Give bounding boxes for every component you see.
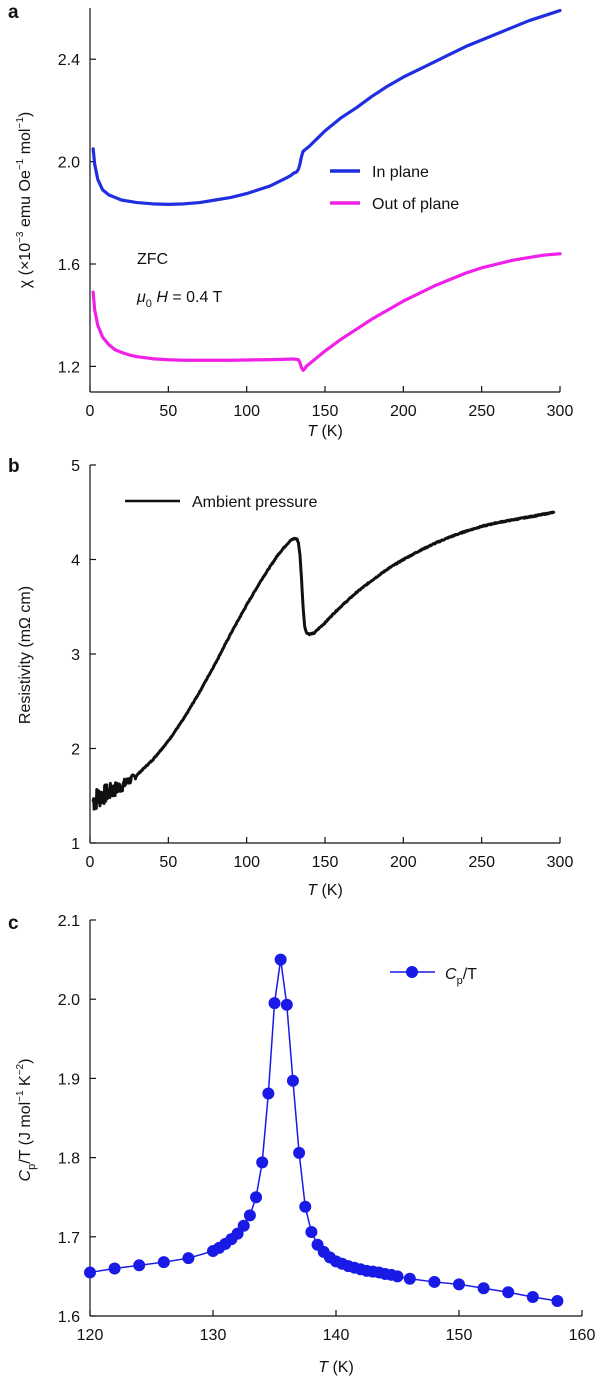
data-point [256, 1156, 269, 1169]
panel-a-zfc-annotation: ZFC [137, 251, 168, 268]
x-tick-label: 250 [468, 854, 495, 871]
data-point [280, 998, 293, 1011]
x-tick-label: 0 [86, 854, 95, 871]
x-tick-label: 150 [446, 1327, 473, 1344]
x-tick-label: 300 [547, 854, 574, 871]
y-tick-label: 2.4 [58, 52, 80, 69]
data-point [237, 1219, 250, 1232]
panel-a: a 0 50 100 150 200 250 300 1.2 1.6 2.0 2.4 T (K) χ… [8, 2, 573, 440]
x-tick-label: 0 [86, 403, 95, 420]
legend-swatch-cp-marker [406, 966, 418, 978]
x-tick-label: 140 [323, 1327, 350, 1344]
series-line-in-plane [91, 8, 562, 206]
data-point [157, 1256, 170, 1269]
data-point [477, 1282, 490, 1295]
data-point [108, 1262, 121, 1275]
legend-label-in-plane: In plane [372, 164, 429, 181]
legend-label-ambient-pressure: Ambient pressure [192, 494, 317, 511]
panel-b-ticks: 0 50 100 150 200 250 300 1 2 3 4 5 [71, 458, 573, 871]
y-tick-label: 1.6 [58, 257, 80, 274]
data-point [293, 1146, 306, 1159]
legend-label-cp: Cp/T [445, 966, 477, 987]
data-point [551, 1294, 564, 1307]
y-tick-label: 3 [71, 647, 80, 664]
panel-c-x-axis-label: T (K) [318, 1359, 354, 1376]
x-tick-label: 130 [200, 1327, 227, 1344]
x-tick-label: 200 [390, 854, 417, 871]
x-tick-label: 50 [159, 854, 177, 871]
panel-b-letter: b [8, 456, 20, 477]
data-point [262, 1087, 275, 1100]
y-tick-label: 4 [71, 553, 80, 570]
x-tick-label: 200 [390, 403, 417, 420]
x-tick-label: 250 [468, 403, 495, 420]
x-tick-label: 150 [312, 403, 339, 420]
series-line-out-of-plane [91, 252, 562, 372]
data-point [250, 1191, 263, 1204]
y-tick-label: 2.0 [58, 155, 80, 172]
panel-c-ticks: 120 130 140 150 160 1.6 1.7 1.8 1.9 2.0 2.1 [58, 913, 596, 1344]
panel-b: b 0 50 100 150 200 250 300 1 2 3 4 5 T (K) Resistiv… [8, 456, 573, 899]
x-tick-label: 50 [159, 403, 177, 420]
x-tick-label: 150 [312, 854, 339, 871]
panel-a-ticks: 0 50 100 150 200 250 300 1.2 1.6 2.0 2.4 [58, 52, 574, 420]
panel-a-series [91, 8, 562, 372]
panel-c-y-axis-label: Cp/T (J mol−1 K−2) [15, 1059, 38, 1182]
data-point [274, 953, 287, 966]
y-tick-label: 2 [71, 742, 80, 759]
data-point [305, 1226, 318, 1239]
y-tick-label: 2.1 [58, 913, 80, 930]
x-tick-label: 120 [77, 1327, 104, 1344]
y-tick-label: 1.2 [58, 359, 80, 376]
panel-a-letter: a [8, 2, 19, 23]
data-point [453, 1278, 465, 1291]
x-tick-label: 300 [547, 403, 574, 420]
panel-b-x-axis-label: T (K) [307, 882, 343, 899]
data-point [299, 1200, 312, 1213]
data-point [403, 1272, 416, 1285]
data-point [268, 997, 281, 1010]
y-tick-label: 1.7 [58, 1230, 80, 1247]
data-point [391, 1270, 404, 1283]
data-point [502, 1286, 515, 1299]
data-point [84, 1266, 96, 1279]
panel-a-y-axis-label: χ (×10−3 emu Oe−1 mol−1) [15, 112, 34, 288]
series-line-ambient-pressure [91, 510, 556, 811]
y-tick-label: 2.0 [58, 992, 80, 1009]
panel-c-letter: c [8, 913, 19, 934]
y-tick-label: 1 [71, 836, 80, 853]
data-point [243, 1209, 256, 1222]
x-tick-label: 100 [233, 854, 260, 871]
data-point [133, 1259, 146, 1272]
data-point [428, 1275, 441, 1288]
panel-c-legend: Cp/T [390, 966, 477, 987]
legend-label-out-of-plane: Out of plane [372, 196, 459, 213]
panel-b-series [91, 510, 556, 811]
x-tick-label: 100 [233, 403, 260, 420]
y-tick-label: 1.6 [58, 1309, 80, 1326]
panel-c-series [84, 953, 564, 1307]
y-tick-label: 1.9 [58, 1071, 80, 1088]
data-point [526, 1290, 539, 1303]
panel-c: c 120 130 140 150 160 1.6 1.7 1.8 1.9 2.0 2.1 T (K… [8, 913, 595, 1376]
panel-a-legend: In plane Out of plane [330, 164, 459, 213]
data-point [286, 1074, 299, 1087]
y-tick-label: 1.8 [58, 1151, 80, 1168]
x-tick-label: 160 [569, 1327, 596, 1344]
panel-b-y-axis-label: Resistivity (mΩ cm) [17, 586, 34, 724]
panel-a-x-axis-label: T (K) [307, 423, 343, 440]
panel-a-field-annotation: μ0 H = 0.4 T [136, 289, 223, 310]
data-point [182, 1252, 195, 1265]
panel-b-legend: Ambient pressure [125, 494, 317, 511]
y-tick-label: 5 [71, 458, 80, 475]
